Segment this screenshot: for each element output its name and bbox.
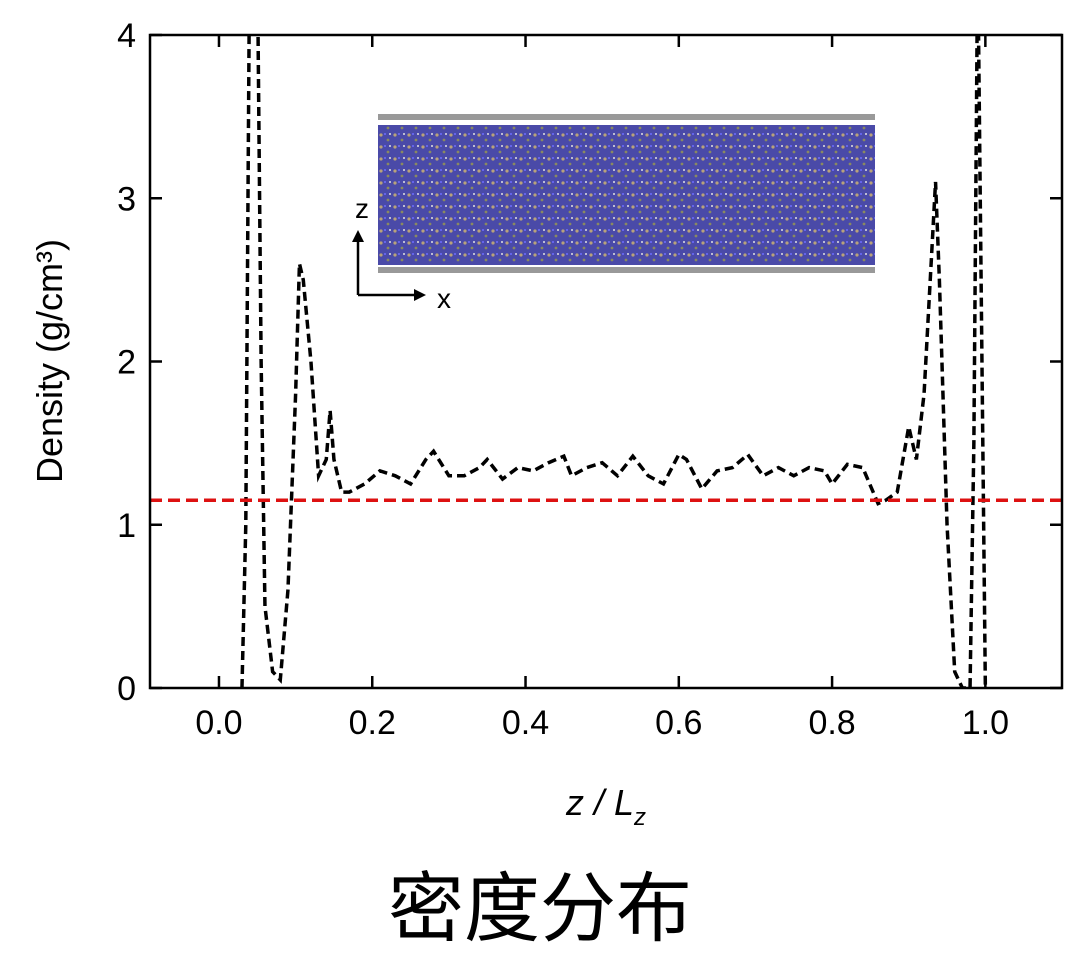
x-tick-label: 0.6: [655, 704, 702, 742]
y-tick-label: 2: [117, 344, 136, 382]
density-line: [240, 35, 988, 688]
inset-label: z: [355, 193, 369, 224]
y-tick-label: 1: [117, 507, 136, 545]
x-axis-label: z / Lz: [565, 782, 646, 831]
x-tick-label: 0.0: [195, 704, 242, 742]
plot-frame: [148, 33, 1064, 690]
inset-label: x: [437, 283, 451, 314]
x-tick-label: 0.8: [808, 704, 855, 742]
y-tick-label: 3: [117, 180, 136, 218]
x-axis-label-main: z / L: [565, 782, 634, 823]
y-tick-label: 0: [117, 670, 136, 708]
caption: 密度分布: [388, 867, 692, 952]
inset-wall: [378, 114, 875, 120]
inset: z x: [352, 114, 875, 314]
inset-liquid: [378, 125, 875, 265]
y-tick-label: 4: [117, 17, 136, 55]
plot-area: [150, 35, 1062, 688]
inset-arrow: [352, 230, 364, 242]
x-tick-label: 1.0: [962, 704, 1009, 742]
inset-wall: [378, 267, 875, 273]
x-axis-label-subscript: z: [633, 804, 646, 831]
x-tick-label: 0.2: [349, 704, 396, 742]
y-axis-label: Density (g/cm³): [29, 239, 70, 483]
x-tick-label: 0.4: [502, 704, 549, 742]
inset-arrow: [414, 289, 426, 301]
